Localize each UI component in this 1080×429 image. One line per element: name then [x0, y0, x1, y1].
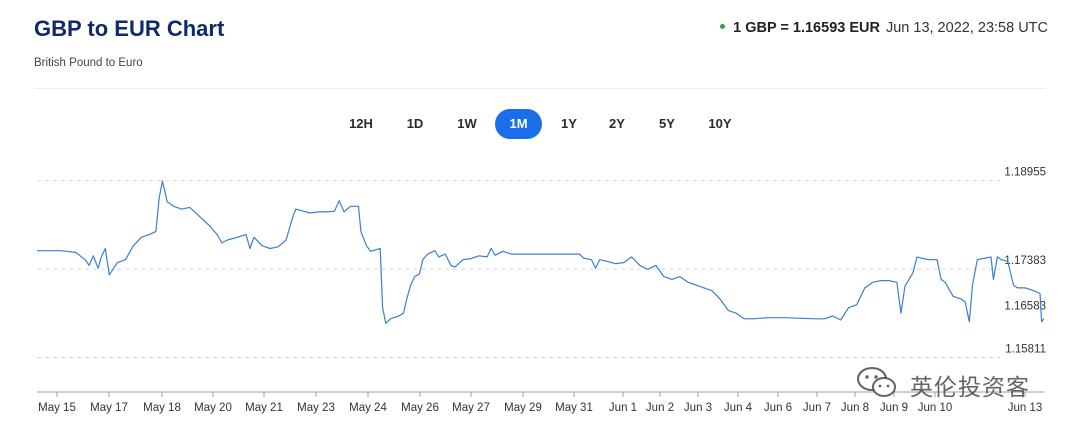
x-tick-label: Jun 13	[1008, 402, 1043, 414]
page-subtitle: British Pound to Euro	[34, 57, 143, 69]
timeframe-tabs: 12H 1D 1W 1M 1Y 2Y 5Y 10Y	[0, 109, 1080, 139]
tab-12h[interactable]: 12H	[349, 116, 373, 131]
x-tick-label: Jun 1	[609, 402, 637, 414]
x-tick-label: Jun 9	[880, 402, 908, 414]
x-tick-label: May 15	[38, 402, 76, 414]
x-tick-label: May 20	[194, 402, 232, 414]
tab-5y[interactable]: 5Y	[659, 116, 675, 131]
live-status-dot	[720, 23, 726, 29]
rate-value: 1 GBP = 1.16593 EUR	[733, 20, 880, 36]
x-tick-label: May 31	[555, 402, 593, 414]
x-tick-label: May 17	[90, 402, 128, 414]
y-tick-label: 1.18955	[1004, 167, 1046, 179]
y-tick-label: 1.17383	[1004, 255, 1046, 267]
watermark-text: 英伦投资客	[910, 375, 1030, 401]
x-tick-label: Jun 10	[918, 402, 953, 414]
rate-series-line	[37, 180, 1045, 324]
page-title: GBP to EUR Chart	[34, 16, 225, 41]
x-tick-label: Jun 3	[684, 402, 712, 414]
wechat-icon	[857, 367, 896, 397]
tab-2y[interactable]: 2Y	[609, 116, 625, 131]
rate-timestamp: Jun 13, 2022, 23:58 UTC	[885, 20, 1048, 36]
tab-1d[interactable]: 1D	[406, 116, 424, 131]
x-tick-label: Jun 4	[724, 402, 753, 414]
last-price-label: 1.16583	[1004, 301, 1046, 313]
x-tick-label: May 21	[245, 402, 283, 414]
tab-1m[interactable]: 1M	[495, 109, 542, 139]
x-tick-label: Jun 6	[764, 402, 792, 414]
current-rate: 1 GBP = 1.16593 EUR Jun 13, 2022, 23:58 U…	[720, 20, 1048, 36]
x-tick-label: May 29	[504, 402, 542, 414]
y-tick-label: 1.15811	[1005, 344, 1046, 356]
x-tick-label: Jun 8	[841, 402, 869, 414]
x-tick-label: Jun 2	[646, 402, 674, 414]
x-tick-label: May 23	[297, 402, 335, 414]
x-tick-label: May 26	[401, 402, 439, 414]
tab-10y[interactable]: 10Y	[708, 116, 732, 131]
x-tick-label: Jun 7	[803, 402, 831, 414]
x-tick-label: May 24	[349, 402, 387, 414]
watermark: 英伦投资客	[852, 364, 1052, 401]
x-tick-label: May 18	[143, 402, 181, 414]
x-tick-label: May 27	[452, 402, 490, 414]
tab-1y[interactable]: 1Y	[561, 116, 577, 131]
tab-1w[interactable]: 1W	[457, 116, 477, 131]
header-divider	[34, 88, 1046, 89]
